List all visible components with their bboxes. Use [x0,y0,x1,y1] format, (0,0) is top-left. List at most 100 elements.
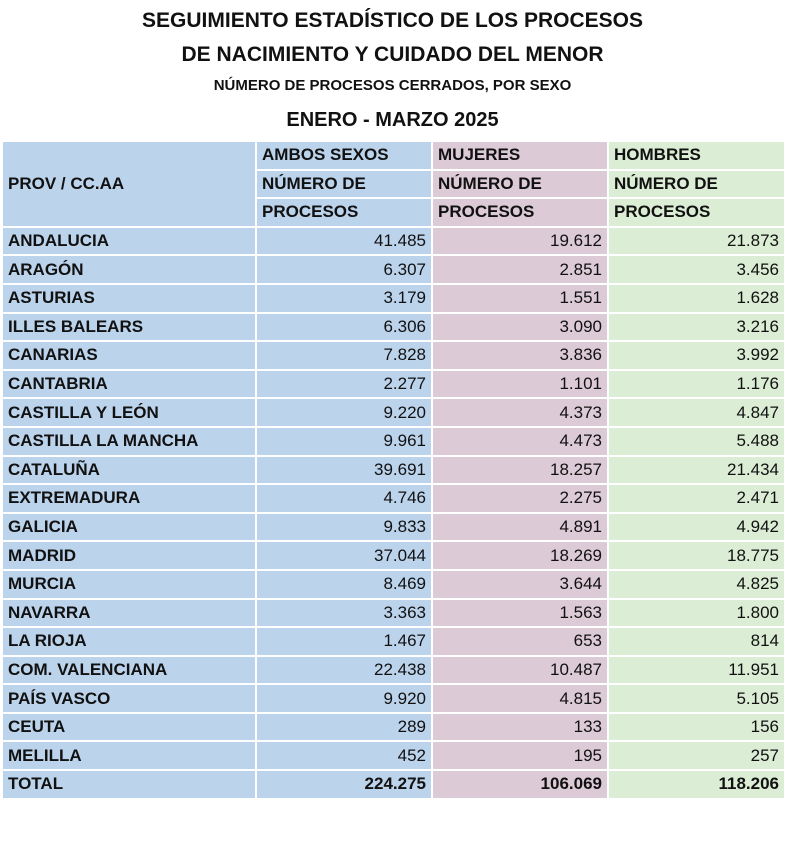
table-row: PAÍS VASCO 9.920 4.815 5.105 [1,683,785,714]
table-row: COM. VALENCIANA 22.438 10.487 11.951 [1,654,785,686]
mujeres-cell: 18.257 [431,454,609,486]
mujeres-cell: 4.815 [431,683,609,714]
ambos-sexos-cell: 7.828 [255,340,433,371]
hombres-cell: 4.847 [607,397,785,428]
ambos-sexos-cell: 22.438 [255,654,433,686]
ambos-sexos-cell: 9.220 [255,397,433,428]
hombres-cell: 2.471 [607,483,785,514]
ambos-sexos-cell: 3.179 [255,282,433,314]
region-cell: COM. VALENCIANA [1,654,257,686]
table-row: MELILLA 452 195 257 [1,740,785,772]
table-row: MADRID 37.044 18.269 18.775 [1,540,785,571]
mujeres-cell: 4.373 [431,397,609,428]
header-ambos-sub1: NÚMERO DE [255,168,433,200]
mujeres-cell: 1.563 [431,597,609,629]
table-row: CASTILLA Y LEÓN 9.220 4.373 4.847 [1,397,785,428]
region-cell: LA RIOJA [1,626,257,657]
mujeres-cell: 2.851 [431,254,609,285]
total-row: TOTAL 224.275 106.069 118.206 [1,769,785,800]
ambos-sexos-cell: 39.691 [255,454,433,486]
ambos-sexos-cell: 1.467 [255,626,433,657]
total-label: TOTAL [1,769,257,800]
mujeres-cell: 18.269 [431,540,609,571]
table-row: EXTREMADURA 4.746 2.275 2.471 [1,483,785,514]
ambos-sexos-cell: 9.961 [255,425,433,457]
hombres-cell: 21.873 [607,225,785,257]
subtitle: NÚMERO DE PROCESOS CERRADOS, POR SEXO [213,77,572,94]
table-row: CANARIAS 7.828 3.836 3.992 [1,340,785,371]
region-cell: CASTILLA Y LEÓN [1,397,257,428]
table-row: CATALUÑA 39.691 18.257 21.434 [1,454,785,486]
ambos-sexos-cell: 6.307 [255,254,433,285]
hombres-cell: 5.488 [607,425,785,457]
table-row: LA RIOJA 1.467 653 814 [1,626,785,657]
hombres-cell: 1.628 [607,282,785,314]
mujeres-cell: 1.551 [431,282,609,314]
statistics-table: PROV / CC.AA AMBOS SEXOS MUJERES HOMBRES… [1,140,785,800]
region-cell: MADRID [1,540,257,571]
hombres-cell: 18.775 [607,540,785,571]
table-row: CANTABRIA 2.277 1.101 1.176 [1,368,785,400]
mujeres-cell: 4.891 [431,511,609,543]
hombres-cell: 5.105 [607,683,785,714]
table-row: ASTURIAS 3.179 1.551 1.628 [1,282,785,314]
hombres-cell: 3.992 [607,340,785,371]
ambos-sexos-cell: 452 [255,740,433,772]
ambos-sexos-cell: 289 [255,711,433,743]
hombres-cell: 1.800 [607,597,785,629]
region-cell: GALICIA [1,511,257,543]
mujeres-cell: 10.487 [431,654,609,686]
hombres-cell: 21.434 [607,454,785,486]
region-cell: CATALUÑA [1,454,257,486]
region-cell: ILLES BALEARS [1,311,257,343]
region-cell: ASTURIAS [1,282,257,314]
region-cell: ANDALUCIA [1,225,257,257]
mujeres-cell: 3.644 [431,568,609,600]
mujeres-cell: 653 [431,626,609,657]
hombres-cell: 4.825 [607,568,785,600]
ambos-sexos-cell: 6.306 [255,311,433,343]
table-row: ILLES BALEARS 6.306 3.090 3.216 [1,311,785,343]
total-mujeres: 106.069 [431,769,609,800]
header-mujeres-sub1: NÚMERO DE [431,168,609,200]
ambos-sexos-cell: 41.485 [255,225,433,257]
table-row: CEUTA 289 133 156 [1,711,785,743]
region-cell: PAÍS VASCO [1,683,257,714]
region-cell: MELILLA [1,740,257,772]
ambos-sexos-cell: 3.363 [255,597,433,629]
ambos-sexos-cell: 8.469 [255,568,433,600]
region-cell: CANTABRIA [1,368,257,400]
hombres-cell: 257 [607,740,785,772]
table-row: ANDALUCIA 41.485 19.612 21.873 [1,225,785,257]
table-row: NAVARRA 3.363 1.563 1.800 [1,597,785,629]
ambos-sexos-cell: 2.277 [255,368,433,400]
mujeres-cell: 195 [431,740,609,772]
table-row: GALICIA 9.833 4.891 4.942 [1,511,785,543]
region-cell: CANARIAS [1,340,257,371]
table-body: ANDALUCIA 41.485 19.612 21.873 ARAGÓN 6.307 2.… [1,225,785,772]
title-block: SEGUIMIENTO ESTADÍSTICO DE LOS PROCESOS … [0,0,785,140]
region-cell: MURCIA [1,568,257,600]
ambos-sexos-cell: 9.920 [255,683,433,714]
ambos-sexos-cell: 9.833 [255,511,433,543]
hombres-cell: 1.176 [607,368,785,400]
mujeres-cell: 3.090 [431,311,609,343]
header-ambos-sexos: AMBOS SEXOS [255,140,433,171]
ambos-sexos-cell: 4.746 [255,483,433,514]
total-ambos: 224.275 [255,769,433,800]
period-title: ENERO - MARZO 2025 [286,109,499,131]
header-prov: PROV / CC.AA [1,140,257,228]
mujeres-cell: 19.612 [431,225,609,257]
total-hombres: 118.206 [607,769,785,800]
hombres-cell: 156 [607,711,785,743]
table-row: MURCIA 8.469 3.644 4.825 [1,568,785,600]
mujeres-cell: 133 [431,711,609,743]
header-mujeres: MUJERES [431,140,609,171]
hombres-cell: 3.456 [607,254,785,285]
title-line-2: DE NACIMIENTO Y CUIDADO DEL MENOR [181,43,604,66]
region-cell: EXTREMADURA [1,483,257,514]
header-hombres-sub2: PROCESOS [607,197,785,228]
header-hombres-sub1: NÚMERO DE [607,168,785,200]
mujeres-cell: 2.275 [431,483,609,514]
hombres-cell: 4.942 [607,511,785,543]
